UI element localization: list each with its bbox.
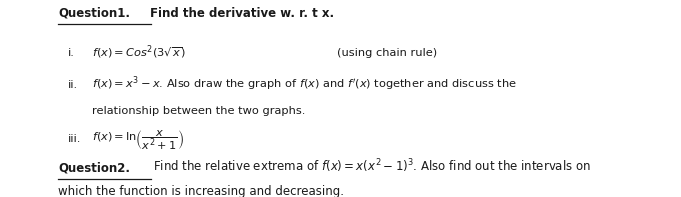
Text: $f(x) = \ln\!\left(\dfrac{x}{x^2+1}\right)$: $f(x) = \ln\!\left(\dfrac{x}{x^2+1}\righ… bbox=[92, 129, 184, 152]
Text: iii.: iii. bbox=[68, 134, 82, 144]
Text: Find the relative extrema of $f(x) = x(x^2-1)^3$. Also find out the intervals on: Find the relative extrema of $f(x) = x(x… bbox=[153, 157, 591, 175]
Text: ii.: ii. bbox=[68, 80, 78, 90]
Text: which the function is increasing and decreasing.: which the function is increasing and dec… bbox=[58, 185, 344, 197]
Text: Find the derivative w. r. t x.: Find the derivative w. r. t x. bbox=[150, 7, 334, 20]
Text: (using chain rule): (using chain rule) bbox=[337, 48, 437, 58]
Text: relationship between the two graphs.: relationship between the two graphs. bbox=[92, 106, 305, 116]
Text: Question1.: Question1. bbox=[58, 7, 130, 20]
Text: i.: i. bbox=[68, 48, 75, 58]
Text: Question2.: Question2. bbox=[58, 161, 130, 174]
Text: $f(x) = Cos^2(3\sqrt{x})$: $f(x) = Cos^2(3\sqrt{x})$ bbox=[92, 44, 186, 61]
Text: $f(x) = x^3 - x$. Also draw the graph of $f(x)$ and $f'(x)$ together and discuss: $f(x) = x^3 - x$. Also draw the graph of… bbox=[92, 74, 517, 93]
